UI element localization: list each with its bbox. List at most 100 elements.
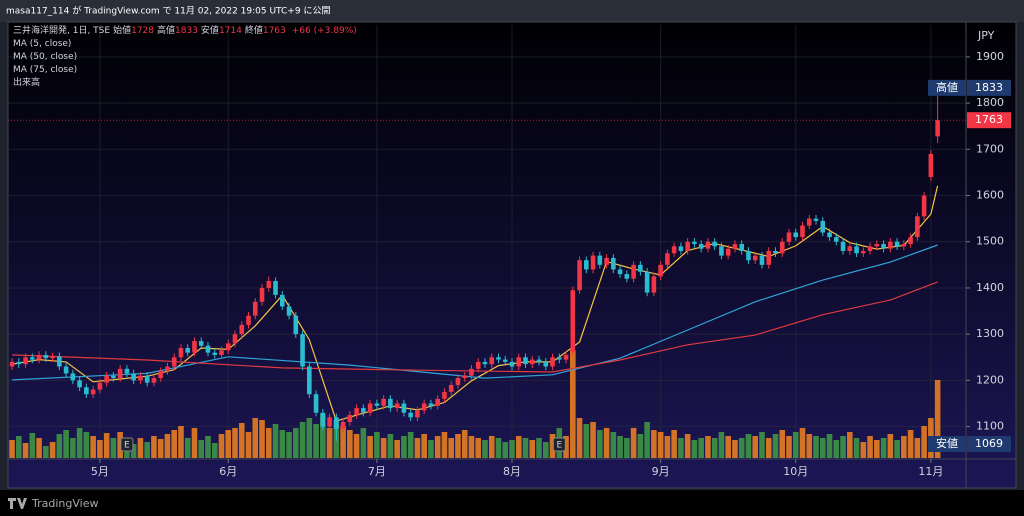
volume-bar [191, 428, 198, 458]
ohlc-value: 1763 [262, 26, 286, 36]
earnings-marker: E [124, 441, 130, 451]
earnings-marker: E [556, 441, 562, 451]
volume-bar [806, 434, 813, 458]
volume-bar [272, 424, 279, 458]
volume-bar [772, 434, 779, 458]
candle-body [833, 237, 839, 242]
volume-bar [907, 430, 914, 458]
y-tick-label: 1500 [976, 235, 1004, 248]
volume-bar [738, 438, 745, 458]
candle-body [205, 345, 211, 353]
candle-body [847, 246, 853, 251]
volume-bar [671, 430, 677, 458]
candle-body [651, 276, 657, 293]
candle-body [158, 371, 163, 379]
volume-bar [563, 436, 569, 458]
volume-bar [97, 440, 103, 458]
price-tag: 1069 [975, 437, 1003, 450]
volume-bar [299, 422, 306, 458]
volume-bar [211, 443, 218, 458]
volume-bar [374, 432, 380, 458]
volume-bar [833, 440, 840, 458]
candle-body [340, 421, 346, 429]
volume-bar [56, 434, 63, 458]
price-tag-label-bg [928, 436, 966, 452]
volume-bar [765, 438, 772, 458]
candle-body [861, 250, 866, 254]
ohlc-label: 始値 [113, 26, 132, 36]
volume-bar [16, 436, 22, 458]
volume-bar [184, 438, 191, 458]
y-tick-label: 1100 [976, 420, 1004, 433]
candle-body [117, 368, 123, 379]
candle-body [800, 225, 805, 238]
candle-body [482, 361, 488, 365]
candle-body [705, 241, 711, 249]
y-tick-label: 1900 [976, 50, 1004, 63]
series-legend: MA (75, close) [13, 65, 78, 75]
candle-body [685, 241, 690, 251]
volume-bar [921, 426, 927, 458]
candle-body [462, 375, 468, 379]
volume-bar [522, 438, 529, 458]
volume-bar [252, 418, 259, 458]
volume-bar [860, 442, 867, 458]
candle-body [806, 218, 812, 226]
volume-bar [840, 436, 846, 458]
candle-body [516, 357, 522, 367]
candle-body [84, 387, 89, 395]
candle-body [185, 348, 191, 353]
volume-bar [259, 420, 265, 458]
volume-bar [441, 432, 448, 458]
candle-body [401, 403, 407, 413]
candle-body [111, 375, 116, 379]
volume-bar [488, 436, 495, 458]
candle-body [300, 334, 305, 367]
candle-body [435, 398, 440, 406]
candle-body [198, 341, 204, 346]
candle-body [779, 241, 785, 254]
volume-bar [367, 436, 373, 458]
volume-bar [320, 414, 326, 458]
candle-body [23, 357, 28, 365]
candle-body [611, 257, 616, 270]
price-tag-bg [967, 436, 1011, 452]
volume-bar [576, 418, 583, 458]
header-bar [0, 0, 1024, 22]
volume-bar [380, 438, 387, 458]
volume-bar [171, 430, 177, 458]
volume-bar [90, 436, 96, 458]
candle-body [536, 359, 542, 362]
candle-body [590, 255, 596, 270]
candle-body [827, 232, 832, 238]
volume-bar [455, 434, 461, 458]
candle-body [496, 357, 501, 360]
volume-bar [225, 430, 232, 458]
volume-bar [205, 436, 211, 458]
volume-bar [819, 438, 826, 458]
volume-bar [151, 436, 157, 458]
candle-body [124, 368, 130, 374]
volume-bar [49, 442, 56, 458]
volume-bar [22, 443, 29, 458]
volume-bar [549, 434, 556, 458]
candle-body [556, 357, 562, 360]
volume-bar [509, 440, 515, 458]
legend: 三井海洋開発, 1日, TSE 始値1728 高値1833 安値1714 終値1763 +… [13, 25, 360, 90]
candle-body [334, 417, 339, 429]
earnings-marker-box [120, 437, 134, 452]
candle-body [192, 341, 197, 353]
volume-bar [630, 428, 637, 458]
x-tick-label: 5月 [91, 465, 109, 478]
y-tick-label: 1700 [976, 142, 1004, 155]
volume-bar [536, 438, 542, 458]
volume-bar [684, 434, 691, 458]
volume-legend: 出来高 [13, 78, 41, 88]
candle-body [50, 356, 55, 359]
candle-body [881, 244, 886, 249]
volume-bar [887, 434, 894, 458]
candle-body [219, 350, 224, 355]
candle-body [70, 373, 76, 381]
